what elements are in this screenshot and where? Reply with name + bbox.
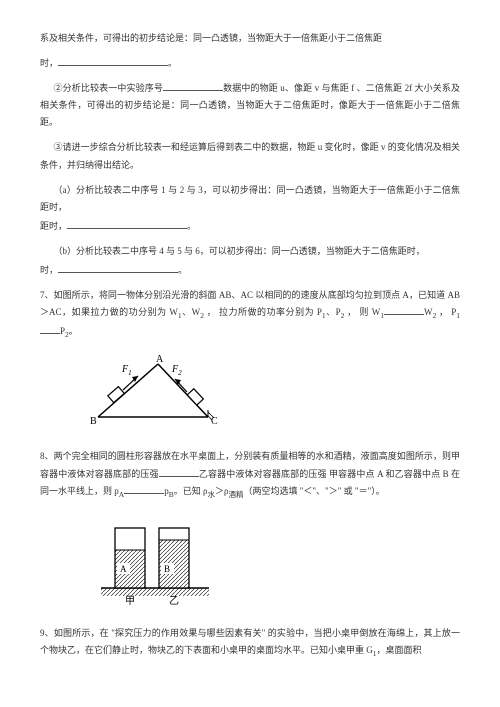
blank (124, 484, 164, 494)
text: 时， (40, 58, 58, 68)
label-jia: 甲 (125, 596, 135, 607)
text: ，桌面面积 (377, 645, 422, 655)
figure-triangle: A B C F1 F2 (80, 352, 460, 436)
label-A: A (156, 354, 164, 365)
label-B: B (90, 416, 97, 427)
text: 时， (40, 265, 58, 275)
blank (58, 263, 178, 273)
sub: 1 (456, 311, 460, 320)
label-F1s: 1 (128, 369, 132, 377)
para-5a: （b）分析比较表二中序号 4 与 5 与 6，可以初步得出：同一凸透镜，当物距大… (40, 243, 460, 260)
label-yi: 乙 (169, 595, 179, 607)
text: 。 (168, 58, 177, 68)
para-2: ②分析比较表一中实验序号数据中的物距 u、像距 v 与焦距 f 、二倍焦距 2f… (40, 80, 460, 131)
text: （两空均选填 "＜"、"＞" 或 "＝"）。 (243, 486, 384, 496)
question-7: 7、如图所示，将同一物体分别沿光滑的斜面 AB、AC 以相同的的速度从底部均匀拉… (40, 287, 460, 342)
label-C: C (211, 416, 218, 427)
text: ②分析比较表一中实验序号 (54, 83, 164, 93)
text: 系及相关条件，可得出的初步结论是：同一凸透镜，当物距大于一倍焦距小于二倍焦距 (40, 33, 382, 43)
blank (163, 81, 223, 91)
para-5b: 时， 。 (40, 262, 460, 279)
text: ， 则 W (344, 307, 380, 317)
figure-cylinders: A B 甲 乙 (95, 512, 460, 613)
text: ＞ρ (215, 486, 229, 496)
svg-text:F1: F1 (121, 364, 132, 377)
text: ③请进一步综合分析比较表一和经运算后得到表二中的数据，物距 u 变化时，像距 v… (40, 142, 460, 169)
question-9: 9、如图所示，在 "探究压力的作用效果与哪些因素有关" 的实验中，当把小桌甲倒放… (40, 625, 460, 661)
text: 、W (182, 307, 201, 317)
blank (58, 56, 168, 66)
text: ， P (436, 307, 456, 317)
blank (67, 219, 187, 229)
triangle-svg: A B C F1 F2 (80, 352, 230, 430)
text: 。 (187, 221, 196, 231)
text: 。 (69, 326, 78, 336)
text: 。已知 ρ (174, 486, 208, 496)
text: ， 拉力所做的功率分别为 P (204, 307, 322, 317)
label-B: B (164, 564, 170, 574)
svg-text:F2: F2 (171, 364, 182, 377)
para-1b: 时， 。 (40, 55, 460, 72)
label-F2s: 2 (178, 369, 182, 377)
blank (40, 324, 60, 334)
blank (159, 467, 199, 477)
para-1: 系及相关条件，可得出的初步结论是：同一凸透镜，当物距大于一倍焦距小于二倍焦距 (40, 30, 460, 47)
blank (384, 305, 424, 315)
sub: 水 (207, 489, 215, 498)
question-8: 8、两个完全相同的圆柱形容器放在水平桌面上，分别装有质量相等的水和酒精，液面高度… (40, 448, 460, 501)
text: （a）分析比较表二中序号 1 与 2 与 3，可以初步得出：同一凸透镜，当物距大… (40, 185, 460, 212)
text: 。 (178, 265, 187, 275)
label-A: A (120, 564, 127, 574)
sub: 酒精 (228, 489, 243, 498)
para-3: ③请进一步综合分析比较表一和经运算后得到表二中的数据，物距 u 变化时，像距 v… (40, 139, 460, 173)
para-4a: （a）分析比较表二中序号 1 与 2 与 3，可以初步得出：同一凸透镜，当物距大… (40, 182, 460, 216)
cylinders-svg: A B 甲 乙 (95, 512, 215, 607)
text: 、P (326, 307, 341, 317)
text: 距时， (40, 221, 67, 231)
text: （b）分析比较表二中序号 4 与 5 与 6，可以初步得出：同一凸透镜，当物距大… (54, 246, 425, 256)
para-4b: 距时， 。 (40, 218, 460, 235)
